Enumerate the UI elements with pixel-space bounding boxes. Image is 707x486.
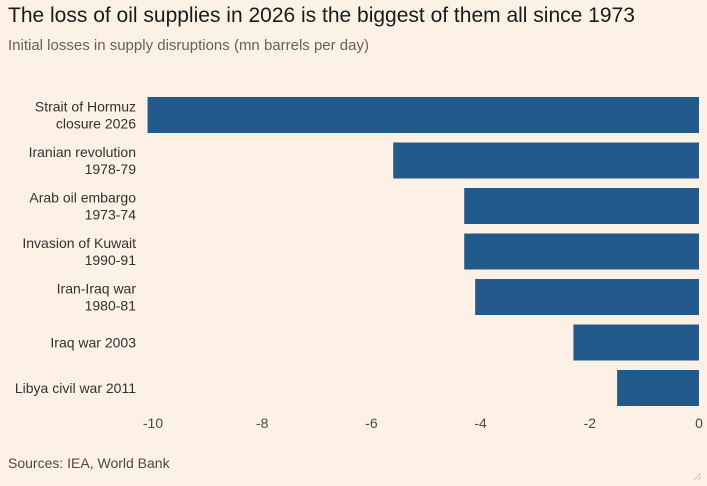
category-label: Libya civil war 2011 [15,380,136,396]
category-label: Iraq war 2003 [50,335,136,351]
category-label: Strait of Hormuz closure 2026 [35,99,136,132]
bar [617,370,699,406]
bar [475,279,699,315]
chart-title: The loss of oil supplies in 2026 is the … [8,4,635,27]
bar [573,324,699,361]
bar [147,97,700,133]
x-tick-labels: -10 -8 -6 -4 -2 0 [143,415,703,431]
category-label: Iran-Iraq war 1980-81 [57,281,137,314]
category-labels: Strait of Hormuz closure 2026 Iranian revo… [15,99,136,397]
bar [464,188,699,224]
resize-grip-icon [693,472,702,481]
x-tick-label: -6 [365,415,378,431]
x-tick-label: -8 [256,415,269,431]
category-label: Arab oil embargo 1973-74 [29,190,136,223]
bars-group [147,97,700,406]
category-label: Invasion of Kuwait 1990-91 [22,235,136,268]
source-note: Sources: IEA, World Bank [8,455,170,471]
x-tick-label: -10 [143,415,163,431]
bar [393,142,699,179]
chart-subtitle: Initial losses in supply disruptions (mn… [8,37,369,54]
x-tick-label: -2 [584,415,597,431]
bar [464,233,699,270]
x-tick-label: 0 [695,415,703,431]
x-tick-label: -4 [474,415,487,431]
category-label: Iranian revolution 1978-79 [29,144,137,177]
